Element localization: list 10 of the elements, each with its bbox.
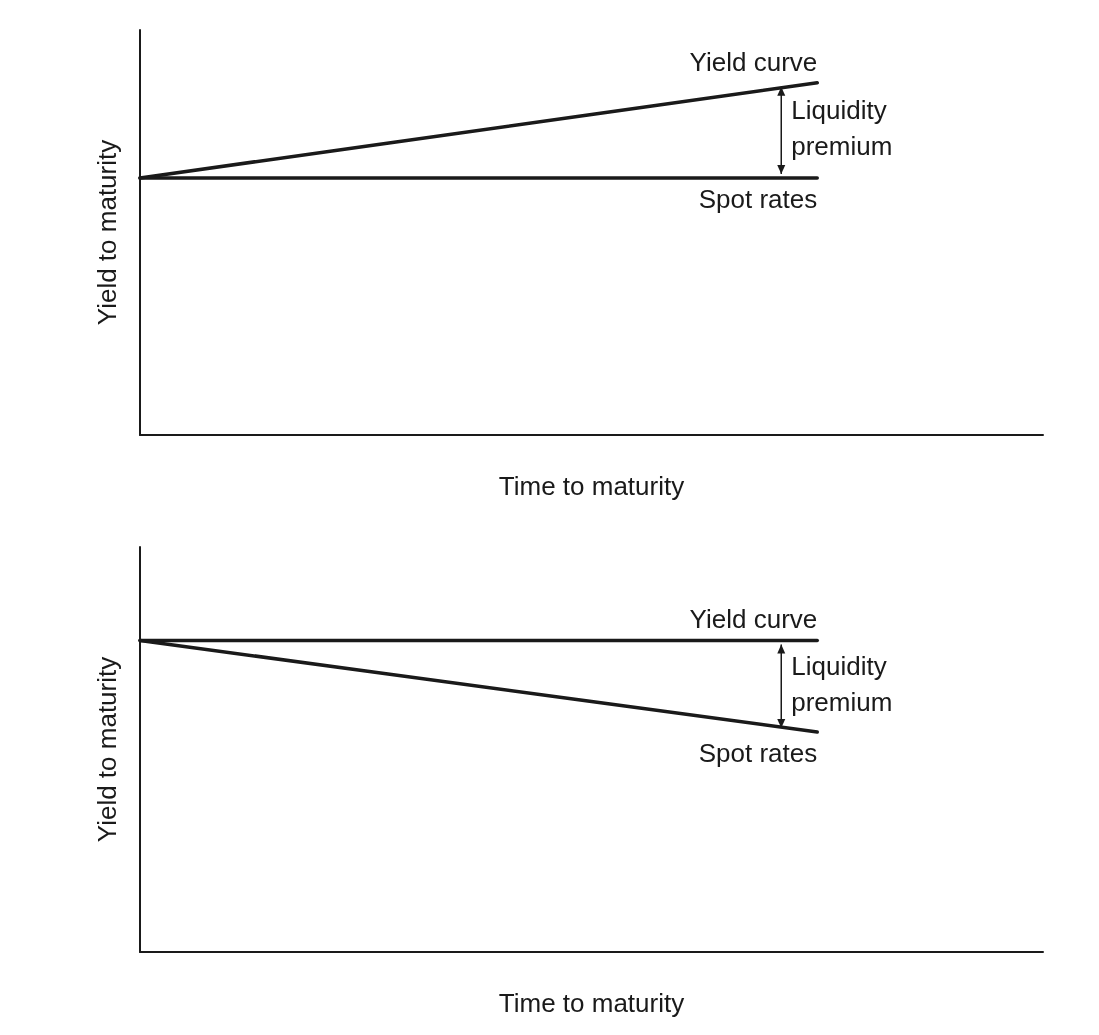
y-axis-title: Yield to maturity: [92, 139, 122, 326]
series-label: Yield curve: [689, 604, 818, 635]
x-axis-title: Time to maturity: [498, 988, 685, 1018]
annotation: Liquidity premium: [791, 95, 894, 162]
legend-label: Spot rates: [698, 183, 818, 214]
series-label: Yield curve: [689, 46, 818, 77]
annotation: Liquidity premium: [791, 651, 894, 718]
x-axis-title: Time to maturity: [498, 471, 685, 501]
legend-label: Spot rates: [698, 738, 818, 769]
y-axis-title: Yield to maturity: [92, 656, 122, 843]
